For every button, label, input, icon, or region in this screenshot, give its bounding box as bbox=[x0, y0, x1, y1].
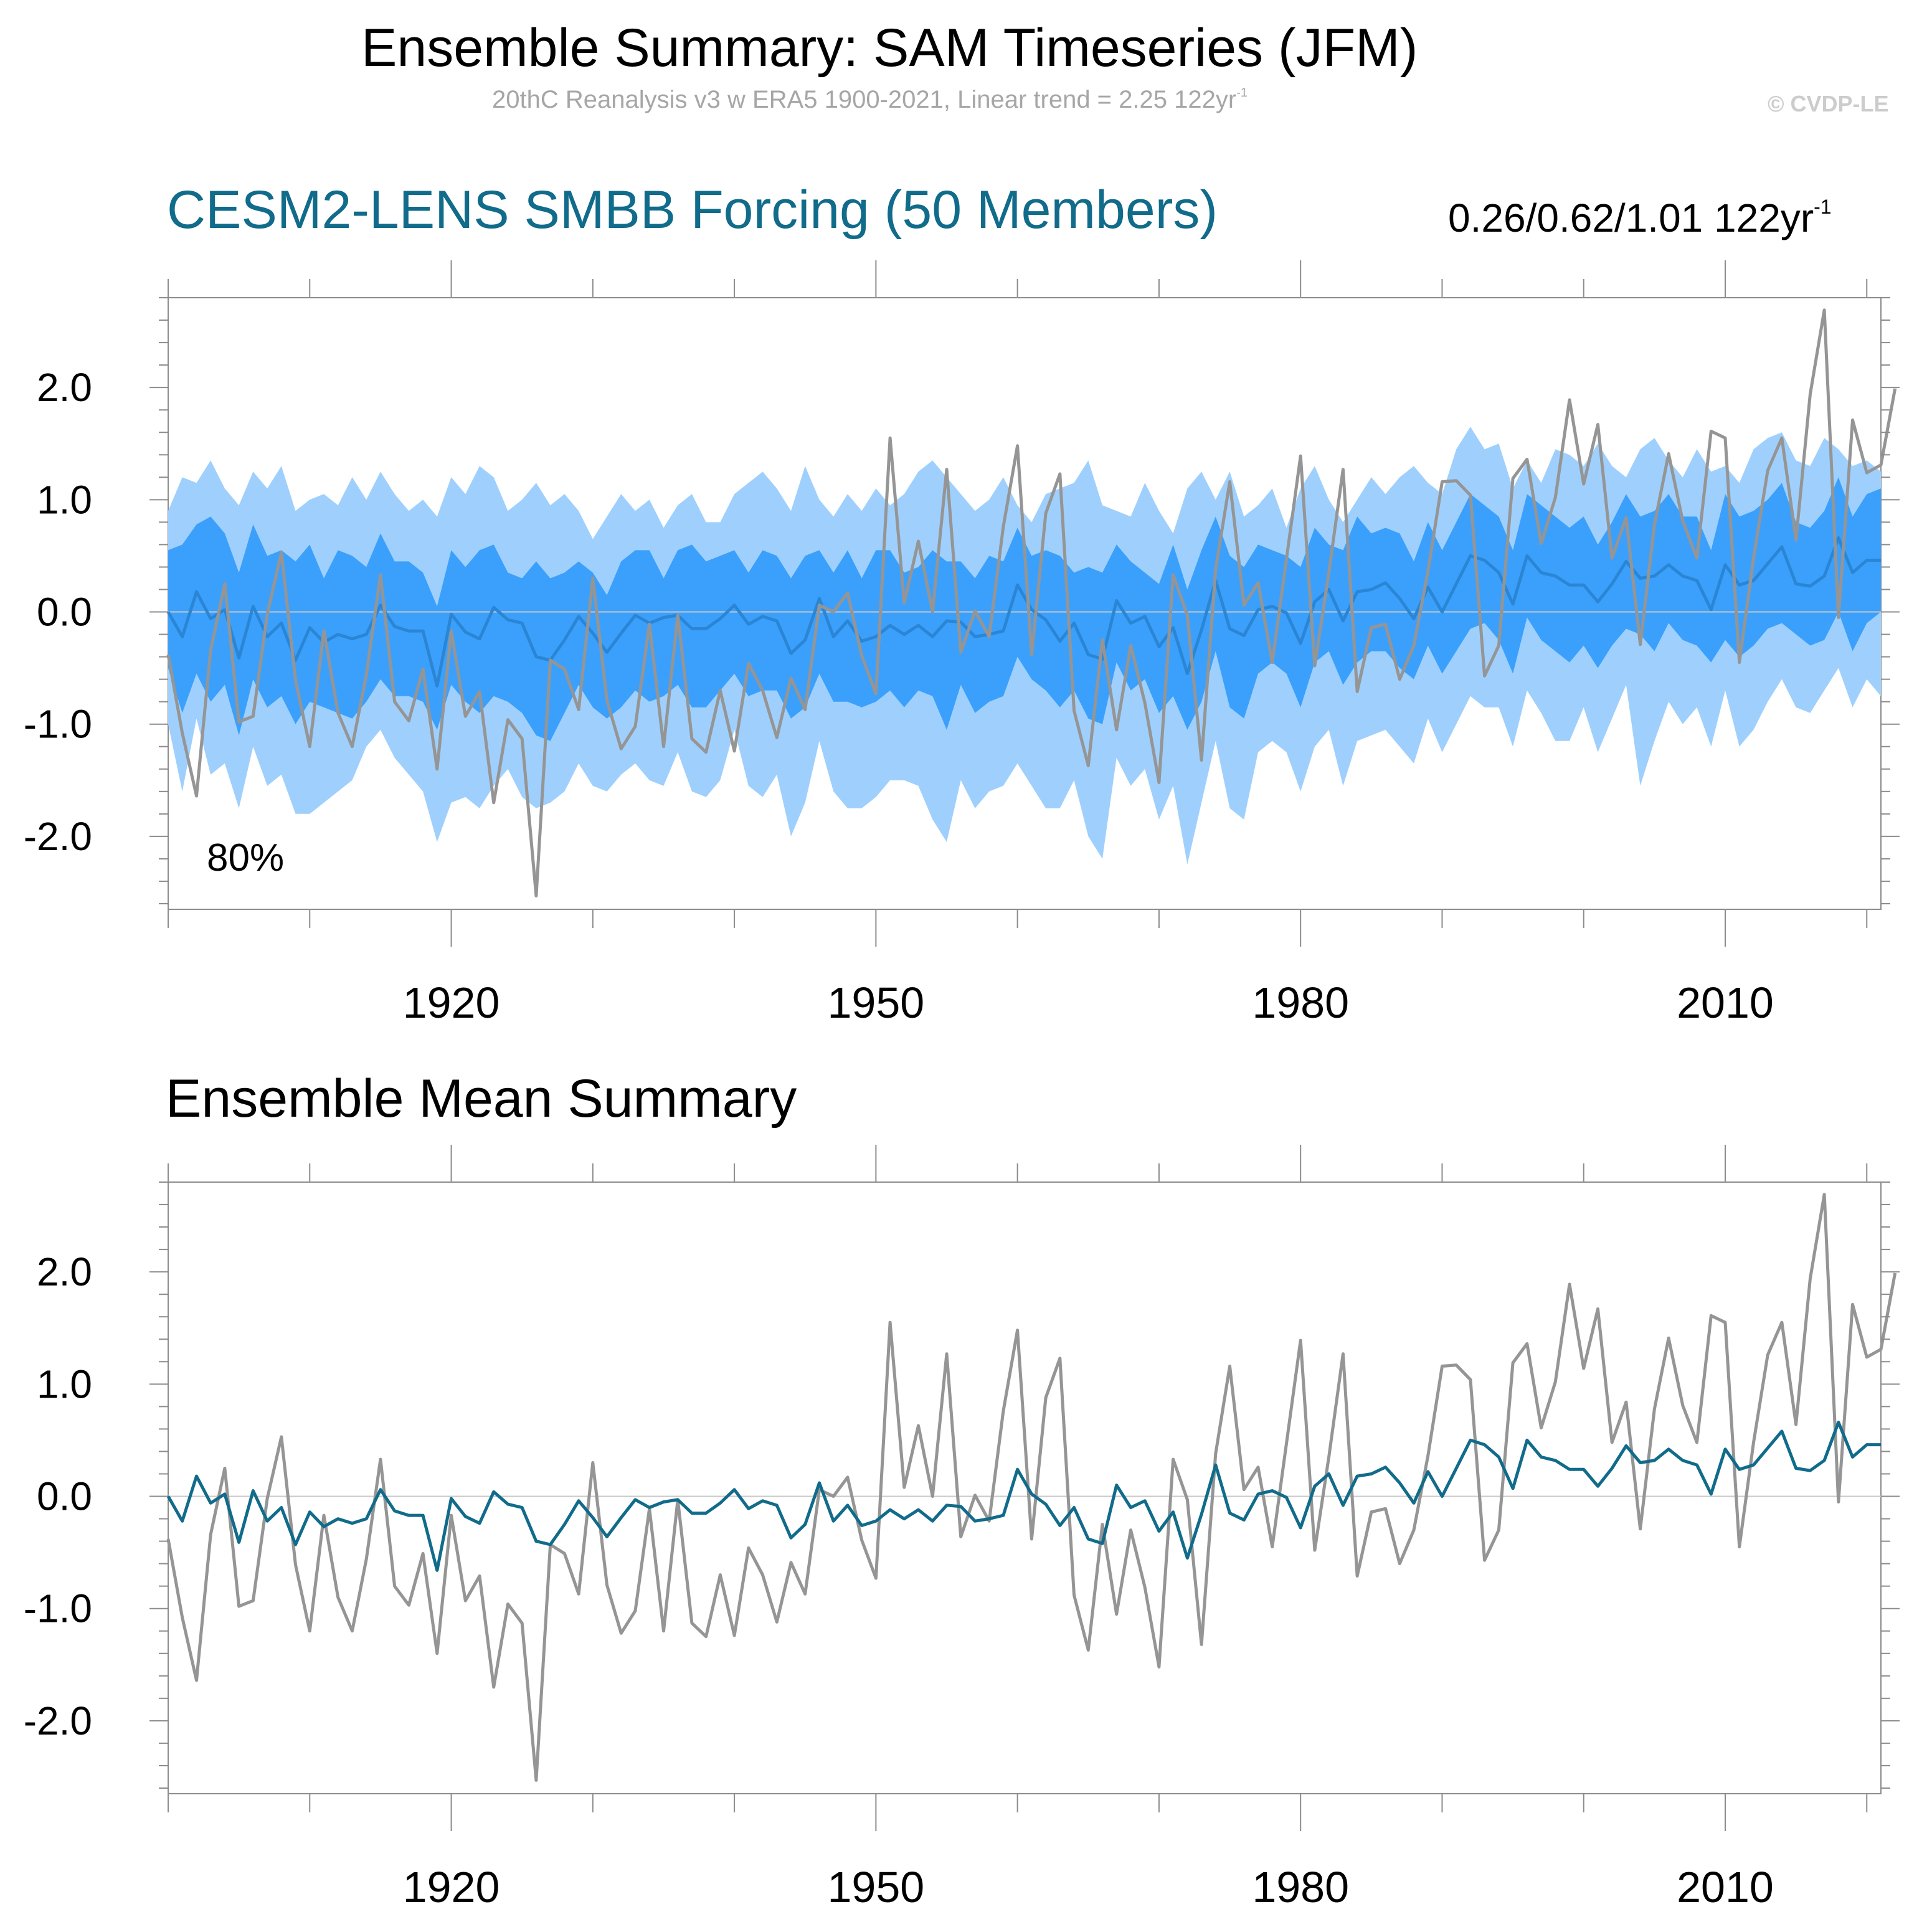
plot-frame bbox=[168, 1181, 1882, 1794]
x-tick-label: 2010 bbox=[1677, 978, 1774, 1027]
main-title-text: Ensemble Summary: SAM Timeseries (JFM) bbox=[361, 18, 1418, 78]
x-tick-label: 1980 bbox=[1252, 1863, 1349, 1911]
spread-band-inner bbox=[168, 477, 1881, 741]
observations-line bbox=[166, 1193, 1897, 1782]
subtitle-text: 20thC Reanalysis v3 w ERA5 1900-2021, Li… bbox=[492, 86, 1237, 113]
x-tick-label: 1950 bbox=[827, 978, 924, 1027]
y-tick-label: 1.0 bbox=[37, 1361, 92, 1406]
top-panel-plot: 2.0 1.0 0.0 -1.0 -2.0 1920 1950 1980 2010 80% bbox=[24, 260, 1900, 1027]
ensemble-mean-line bbox=[166, 1421, 1881, 1572]
ensemble-mean-line bbox=[166, 536, 1881, 688]
x-tick-label: 2010 bbox=[1677, 1863, 1774, 1911]
trend-superscript: -1 bbox=[1814, 196, 1832, 219]
x-tick-label: 1950 bbox=[827, 1863, 924, 1911]
top-panel-title: CESM2-LENS SMBB Forcing (50 Members) bbox=[167, 180, 1218, 240]
x-tick-label: 1980 bbox=[1252, 978, 1349, 1027]
subtitle: 20thC Reanalysis v3 w ERA5 1900-2021, Li… bbox=[492, 86, 1248, 114]
y-tick-label: 0.0 bbox=[37, 1474, 92, 1519]
top-panel-trend-label: 0.26/0.62/1.01 122yr-1 bbox=[1448, 195, 1832, 241]
y-tick-label: -1.0 bbox=[24, 702, 92, 747]
y-tick-label: 2.0 bbox=[37, 1249, 92, 1294]
y-tick-label: 0.0 bbox=[37, 590, 92, 635]
trend-text: 0.26/0.62/1.01 122yr bbox=[1448, 196, 1814, 240]
x-tick-label: 1920 bbox=[403, 978, 500, 1027]
x-tick-label: 1920 bbox=[403, 1863, 500, 1911]
observations-line bbox=[166, 308, 1897, 897]
subtitle-superscript: -1 bbox=[1236, 85, 1248, 100]
y-tick-label: -1.0 bbox=[24, 1586, 92, 1631]
y-tick-label: -2.0 bbox=[24, 1698, 92, 1743]
y-tick-label: 2.0 bbox=[37, 365, 92, 410]
bottom-panel-title: Ensemble Mean Summary bbox=[166, 1069, 797, 1129]
copyright-label: © CVDP-LE bbox=[1768, 91, 1889, 116]
percentile-annotation: 80% bbox=[207, 836, 284, 879]
bottom-panel-plot: 2.0 1.0 0.0 -1.0 -2.0 1920 1950 1980 2010 bbox=[24, 1145, 1900, 1911]
y-tick-label: -2.0 bbox=[24, 814, 92, 859]
y-tick-label: 1.0 bbox=[37, 477, 92, 522]
